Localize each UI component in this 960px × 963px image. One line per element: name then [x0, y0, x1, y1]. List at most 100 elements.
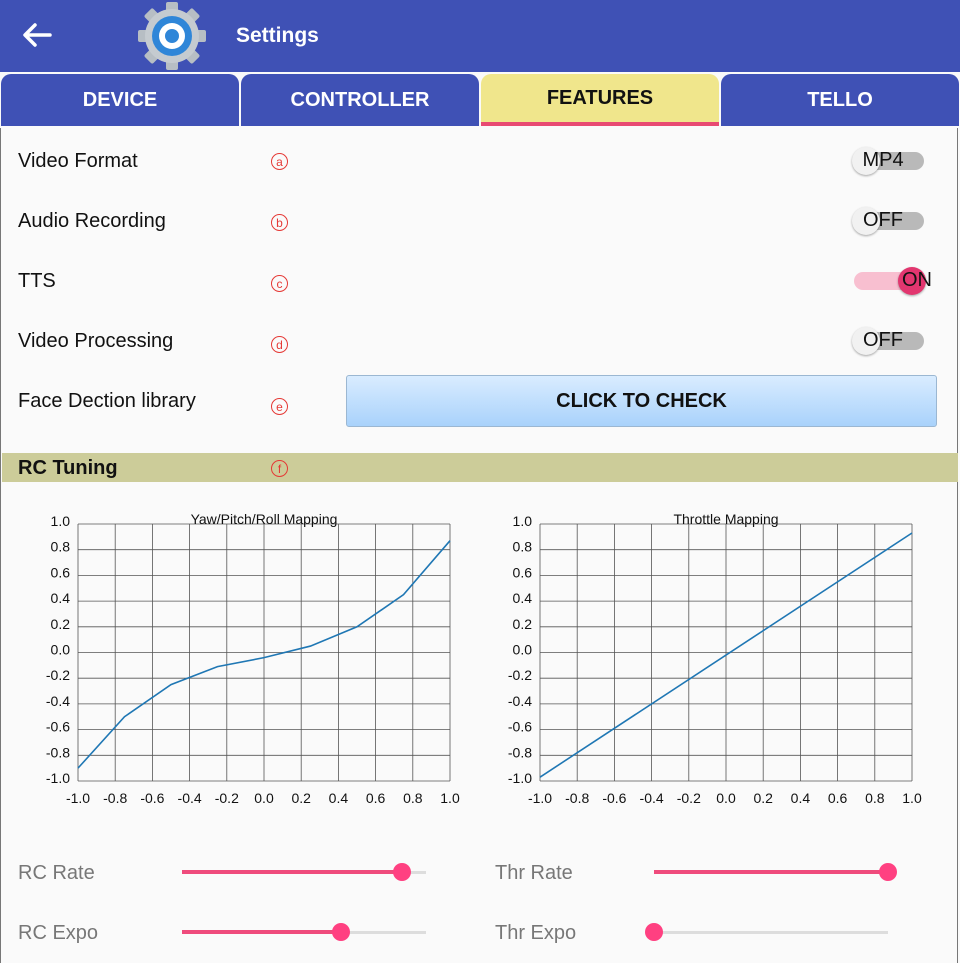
rc-expo-slider[interactable] [182, 922, 426, 942]
slider-track [654, 931, 888, 934]
y-tick-label: -0.8 [508, 744, 532, 760]
x-tick-label: -0.2 [215, 790, 239, 806]
x-tick-label: -0.4 [640, 790, 664, 806]
y-tick-label: 0.8 [51, 539, 71, 555]
x-tick-label: 0.2 [753, 790, 773, 806]
slider-thumb[interactable] [392, 863, 411, 881]
x-tick-label: 0.0 [254, 790, 274, 806]
tts-switch[interactable]: ON [852, 266, 932, 296]
slider-thumb[interactable] [645, 923, 663, 941]
tab-features[interactable]: FEATURES [481, 74, 719, 126]
click-to-check-button[interactable]: CLICK TO CHECK [346, 375, 937, 427]
tab-bar: DEVICE CONTROLLER FEATURES TELLO [0, 72, 960, 128]
y-tick-label: -0.4 [508, 693, 532, 709]
chart-grid [77, 523, 451, 782]
switch-thumb [852, 327, 880, 355]
y-tick-label: 0.8 [513, 539, 533, 555]
video-format-switch[interactable]: MP4 [852, 146, 926, 176]
x-tick-label: -1.0 [528, 790, 552, 806]
app-title: Settings [236, 24, 319, 47]
marker-e: e [271, 398, 288, 415]
x-tick-label: -0.2 [677, 790, 701, 806]
x-tick-label: 1.0 [902, 790, 922, 806]
y-tick-label: 1.0 [51, 513, 71, 529]
back-arrow-icon[interactable] [20, 18, 54, 52]
x-tick-label: 0.6 [366, 790, 386, 806]
audio-recording-label: Audio Recording [18, 210, 166, 232]
marker-d: d [271, 336, 288, 353]
y-tick-label: 1.0 [513, 513, 533, 529]
y-tick-label: 0.2 [51, 616, 71, 632]
y-tick-label: 0.0 [513, 642, 533, 658]
y-tick-label: 0.4 [51, 590, 71, 606]
slider-thumb[interactable] [331, 923, 350, 941]
y-tick-label: -0.6 [508, 719, 532, 735]
features-panel [0, 128, 958, 963]
video-processing-label: Video Processing [18, 330, 174, 352]
video-format-label: Video Format [18, 150, 138, 172]
x-tick-label: -0.8 [103, 790, 127, 806]
switch-text: OFF [863, 329, 903, 351]
tab-tello[interactable]: TELLO [721, 74, 959, 126]
video-processing-switch[interactable]: OFF [852, 326, 926, 356]
x-tick-label: 0.4 [791, 790, 811, 806]
rc-expo-label: RC Expo [18, 922, 99, 944]
thr-expo-label: Thr Expo [495, 922, 577, 944]
x-tick-label: 1.0 [440, 790, 460, 806]
series-line [77, 540, 451, 769]
chart-title: Throttle Mapping [673, 511, 778, 527]
x-tick-label: -0.4 [178, 790, 202, 806]
switch-thumb [898, 267, 926, 295]
switch-thumb [852, 147, 880, 175]
x-tick-label: 0.8 [865, 790, 885, 806]
tts-label: TTS [18, 270, 56, 292]
thr-expo-slider[interactable] [645, 922, 888, 942]
x-tick-label: -0.8 [565, 790, 589, 806]
slider-thumb[interactable] [879, 863, 897, 881]
tab-device[interactable]: DEVICE [1, 74, 239, 126]
switch-text: MP4 [862, 149, 904, 171]
audio-recording-switch[interactable]: OFF [852, 206, 926, 236]
app-bar: Settings [0, 0, 960, 72]
x-tick-label: 0.2 [291, 790, 311, 806]
switch-text: ON [902, 269, 932, 291]
slider-fill [654, 870, 888, 874]
gear-icon [138, 2, 206, 70]
y-tick-label: -1.0 [46, 770, 70, 786]
x-tick-label: -0.6 [140, 790, 164, 806]
chart-title: Yaw/Pitch/Roll Mapping [191, 511, 338, 527]
marker-c: c [271, 275, 288, 292]
y-tick-label: 0.6 [513, 564, 533, 580]
x-tick-label: -1.0 [66, 790, 90, 806]
thr-rate-label: Thr Rate [495, 862, 573, 884]
series-line [539, 532, 913, 778]
y-tick-label: -0.2 [508, 667, 532, 683]
x-tick-label: 0.8 [403, 790, 423, 806]
y-tick-label: -0.6 [46, 719, 70, 735]
rc-rate-slider[interactable] [182, 862, 426, 882]
y-tick-label: 0.2 [513, 616, 533, 632]
y-tick-label: -0.4 [46, 693, 70, 709]
rc-rate-label: RC Rate [18, 862, 95, 884]
y-tick-label: 0.4 [513, 590, 533, 606]
marker-a: a [271, 153, 288, 170]
x-tick-label: 0.0 [716, 790, 736, 806]
marker-f: f [271, 460, 288, 477]
marker-b: b [271, 214, 288, 231]
thr-rate-slider[interactable] [654, 862, 897, 882]
x-tick-label: 0.4 [329, 790, 349, 806]
y-tick-label: -1.0 [508, 770, 532, 786]
slider-fill [182, 870, 402, 874]
rc-tuning-header [2, 453, 958, 482]
y-tick-label: 0.0 [51, 642, 71, 658]
x-tick-label: 0.6 [828, 790, 848, 806]
slider-fill [182, 930, 341, 934]
y-tick-label: 0.6 [51, 564, 71, 580]
face-detection-label: Face Dection library [18, 390, 196, 412]
x-tick-label: -0.6 [602, 790, 626, 806]
tab-controller[interactable]: CONTROLLER [241, 74, 479, 126]
y-tick-label: -0.8 [46, 744, 70, 760]
rc-tuning-title: RC Tuning [18, 457, 118, 479]
